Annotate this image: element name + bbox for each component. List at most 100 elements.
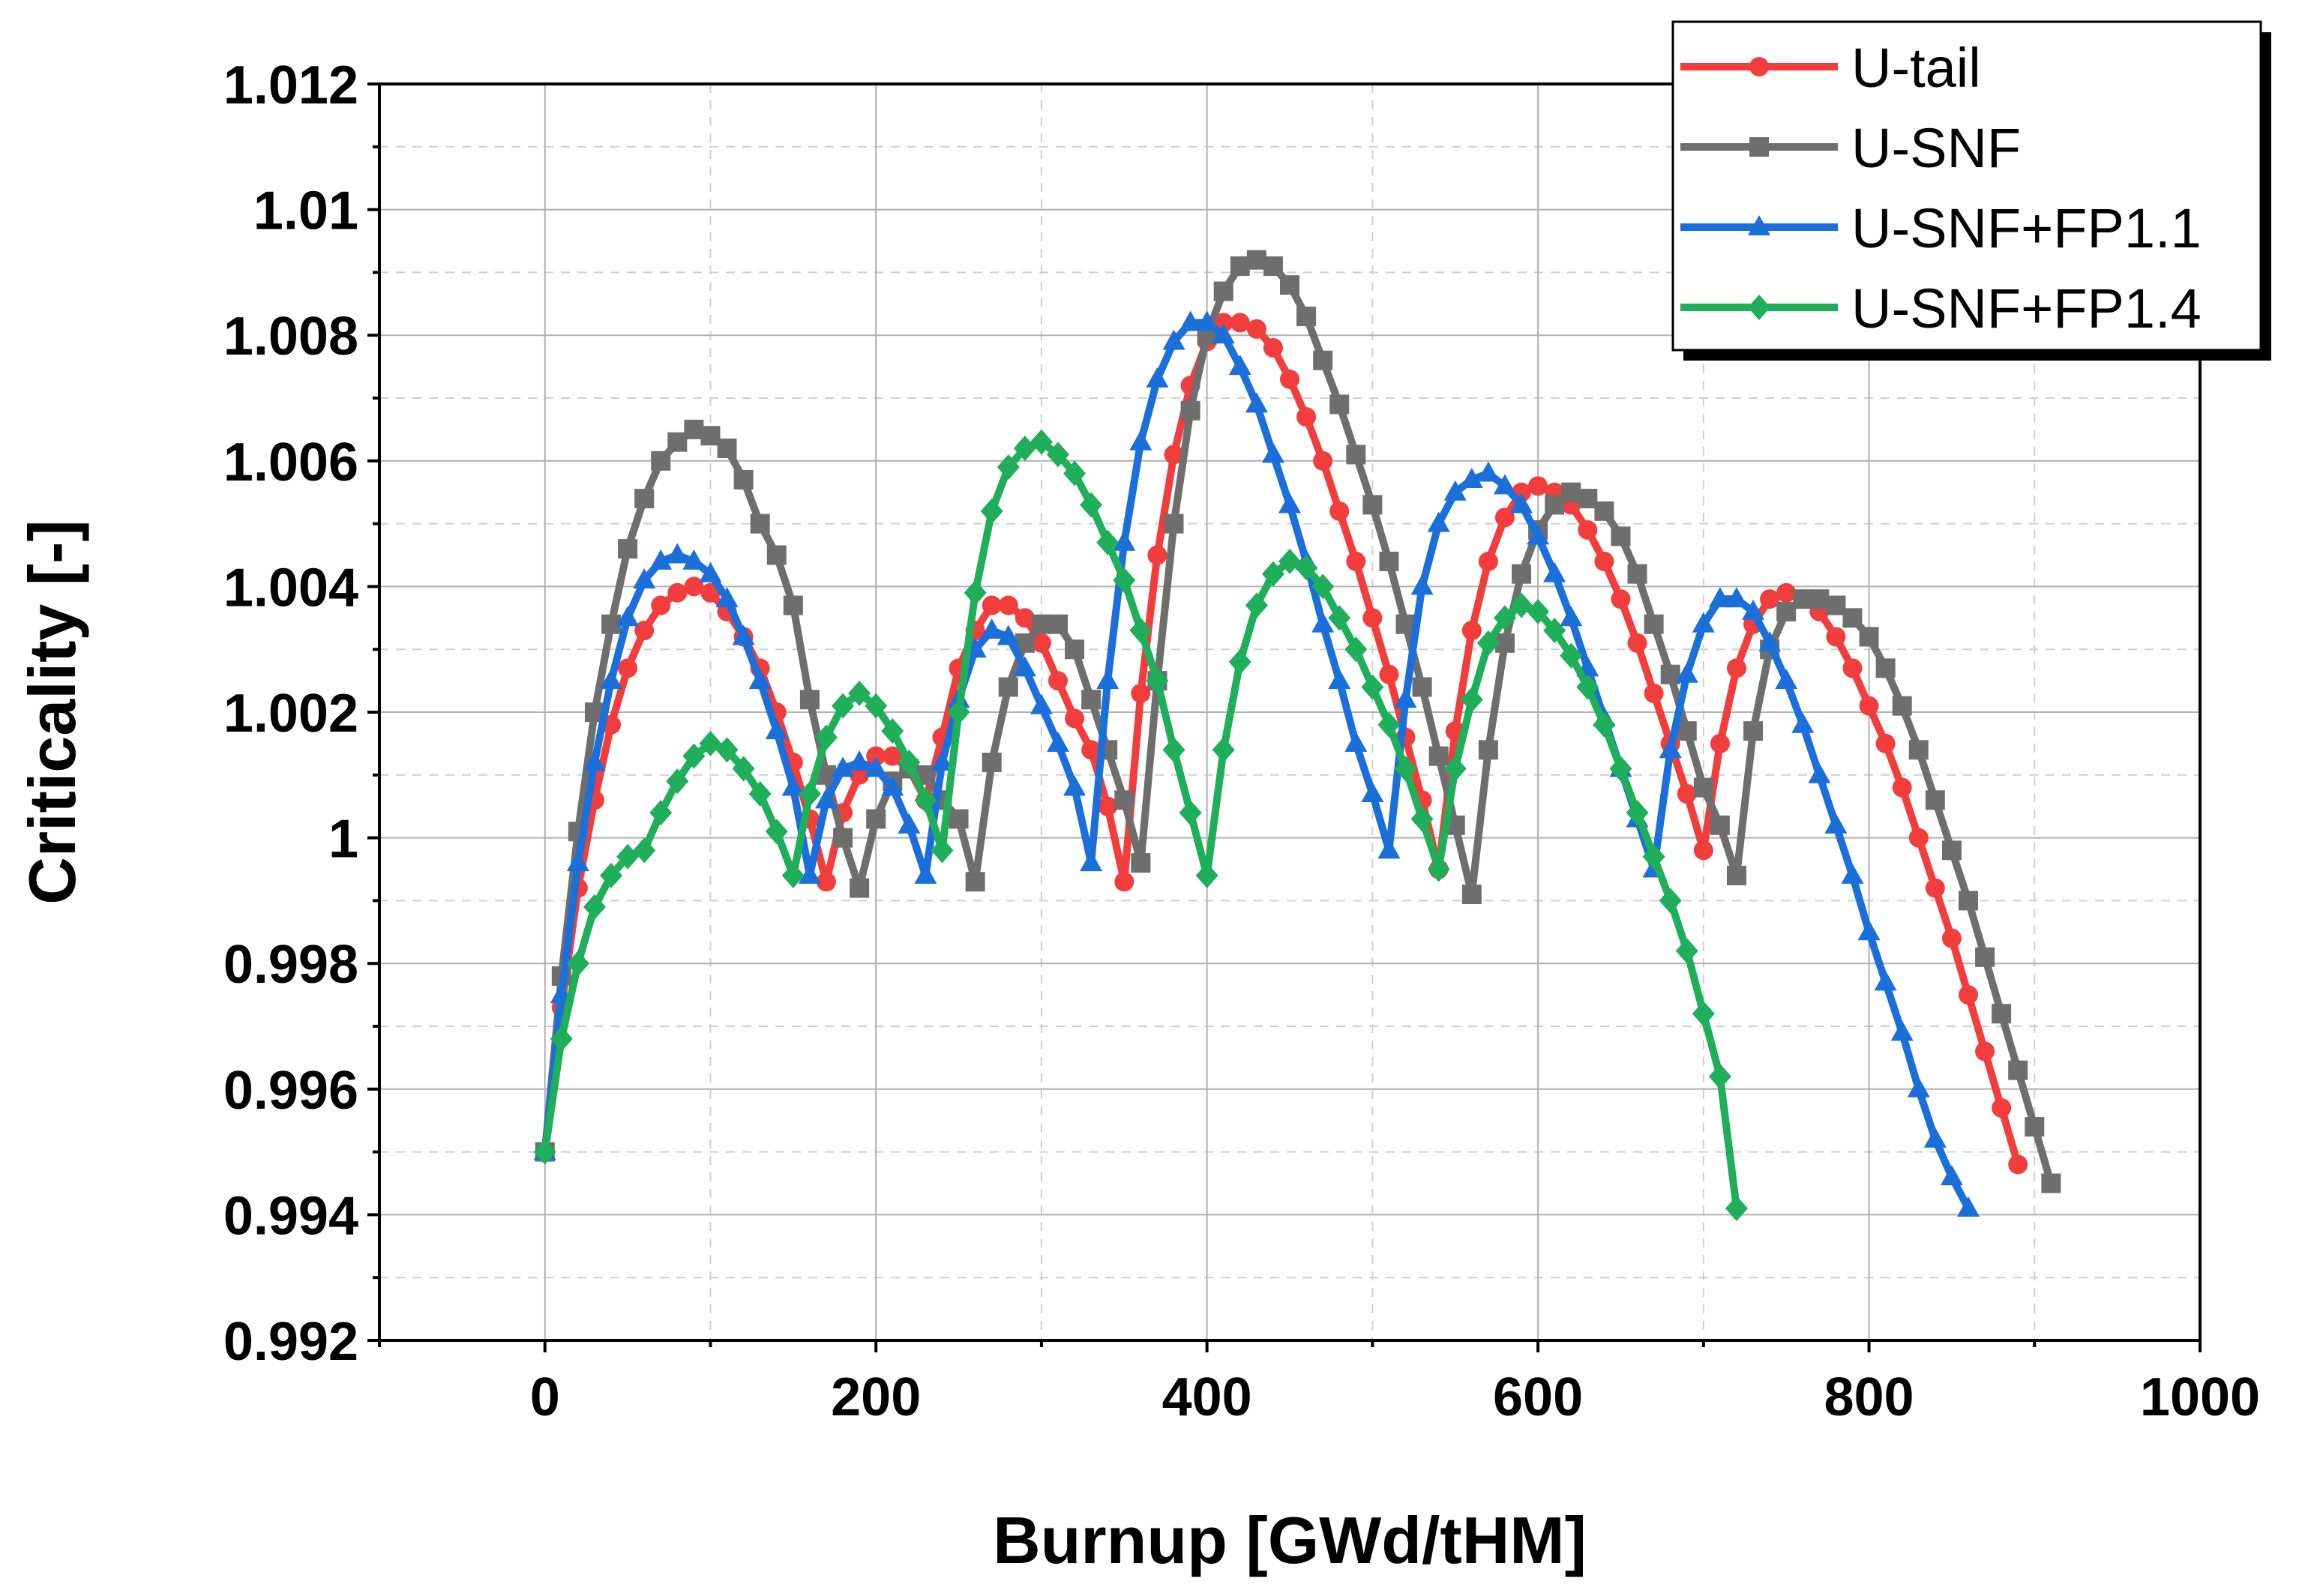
data-point	[1080, 492, 1103, 518]
data-point	[1313, 350, 1333, 370]
data-point	[1230, 313, 1250, 333]
data-point	[618, 539, 638, 559]
data-point	[947, 699, 970, 725]
data-point	[1261, 442, 1284, 463]
data-point	[1958, 985, 1978, 1005]
data-point	[1826, 595, 1846, 615]
data-point	[1710, 815, 1730, 835]
data-point	[1708, 1064, 1731, 1090]
data-point	[1890, 1020, 1914, 1041]
data-point	[1726, 658, 1746, 678]
data-point	[1692, 1001, 1715, 1027]
data-point	[1046, 442, 1069, 468]
data-point	[1659, 888, 1682, 914]
data-point	[798, 780, 821, 807]
y-tick-label: 1.004	[223, 558, 358, 618]
data-point	[1113, 530, 1136, 551]
data-point	[1859, 696, 1879, 716]
data-point	[1129, 430, 1152, 451]
data-point	[1808, 762, 1831, 783]
data-point	[1346, 445, 1366, 465]
data-point	[1857, 920, 1881, 941]
y-tick-label: 1.012	[223, 55, 358, 115]
y-tick-label: 1.008	[223, 307, 358, 367]
data-point	[1975, 1041, 1995, 1062]
data-point	[997, 624, 1020, 645]
data-point	[1841, 863, 1864, 884]
data-point	[914, 787, 937, 813]
data-point	[750, 514, 770, 534]
data-point	[816, 872, 836, 892]
data-point	[1725, 1196, 1748, 1222]
data-point	[1246, 250, 1266, 270]
data-point	[1975, 947, 1995, 967]
data-point	[1626, 800, 1649, 826]
data-point	[2008, 1154, 2028, 1175]
data-point	[1842, 608, 1863, 628]
data-point	[715, 587, 739, 608]
data-point	[633, 837, 656, 864]
data-point	[1461, 621, 1482, 641]
data-point	[832, 756, 855, 777]
data-point	[1594, 551, 1614, 571]
y-tick-label: 0.992	[223, 1312, 358, 1372]
data-point	[798, 863, 821, 884]
data-point	[1162, 329, 1185, 350]
data-point	[1030, 693, 1053, 714]
data-point	[1063, 460, 1087, 487]
data-point	[965, 872, 985, 892]
data-point	[1659, 738, 1682, 759]
data-point	[1311, 573, 1335, 600]
data-point	[600, 669, 623, 690]
data-point	[1081, 690, 1102, 710]
data-point	[866, 746, 886, 766]
data-point	[848, 680, 871, 706]
data-point	[1031, 633, 1051, 653]
data-point	[881, 775, 904, 796]
data-point	[1228, 648, 1251, 675]
data-point	[1063, 775, 1087, 796]
data-point	[1394, 687, 1417, 708]
data-point	[1362, 608, 1383, 628]
data-point	[1212, 323, 1235, 344]
data-point	[1195, 862, 1218, 888]
data-point	[1295, 555, 1318, 581]
data-point	[1278, 493, 1301, 514]
data-point	[1246, 319, 1266, 339]
data-point	[1493, 474, 1516, 495]
data-point	[1824, 813, 1848, 834]
data-point	[1594, 501, 1614, 521]
data-point	[1725, 587, 1748, 608]
data-point	[1379, 551, 1399, 571]
data-point	[1394, 756, 1417, 782]
data-point	[1131, 683, 1151, 703]
data-point	[1874, 970, 1897, 991]
data-point	[1081, 740, 1102, 760]
data-point	[783, 595, 803, 615]
data-point	[1958, 891, 1978, 911]
data-point	[799, 690, 820, 710]
data-point	[700, 426, 721, 446]
legend-marker	[1749, 57, 1769, 76]
data-point	[1642, 843, 1665, 870]
data-point	[980, 498, 1003, 524]
data-point	[1460, 687, 1483, 713]
legend-label: U-SNF	[1851, 117, 2021, 179]
data-point	[1147, 545, 1167, 565]
data-point	[583, 894, 606, 920]
data-point	[634, 489, 655, 509]
data-point	[616, 606, 640, 627]
data-point	[1892, 696, 1912, 716]
data-point	[1593, 711, 1616, 738]
data-point	[1098, 796, 1118, 816]
data-point	[732, 624, 755, 645]
data-point	[1096, 529, 1120, 555]
data-point	[865, 756, 888, 777]
data-point	[1809, 589, 1830, 609]
data-point	[1164, 445, 1184, 465]
data-point	[1195, 310, 1218, 331]
data-point	[1611, 526, 1631, 546]
data-point	[666, 768, 689, 795]
data-point	[682, 549, 706, 570]
